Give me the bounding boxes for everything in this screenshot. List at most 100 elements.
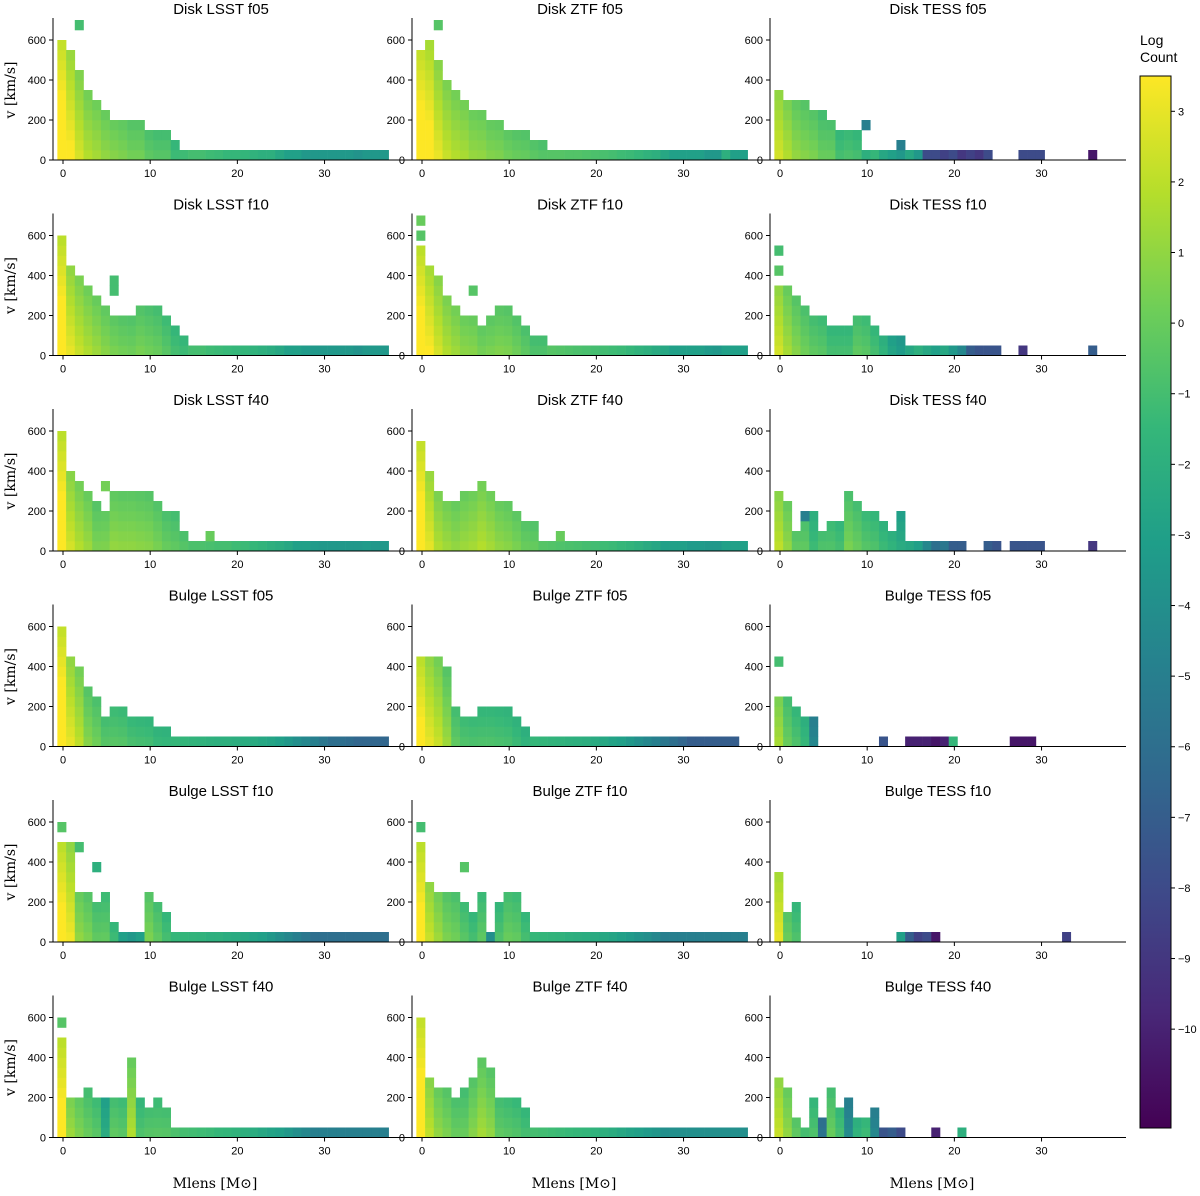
heatmap-cell [800,716,810,727]
heatmap-cell [57,285,67,296]
heatmap-cell [791,541,801,552]
heatmap-cell [433,501,443,512]
heatmap-cell [844,1127,854,1138]
y-tick-label: 600 [745,1013,763,1025]
heatmap-cell [503,912,513,923]
heatmap-cell [555,531,565,542]
heatmap-cell [92,862,102,873]
heatmap-cell [582,541,592,552]
heatmap-cell [817,120,827,131]
heatmap-cell [459,1097,469,1108]
heatmap-cell [783,140,793,151]
heatmap-cell [74,285,84,296]
heatmap-cell [433,305,443,316]
heatmap-cell [345,541,355,552]
heatmap-cell [861,325,871,336]
colorbar-title: Count [1140,49,1177,65]
heatmap-cell [809,325,819,336]
heatmap-cell [318,541,328,552]
heatmap-cell [74,305,84,316]
x-tick-label: 0 [60,1146,66,1158]
heatmap-cell [660,932,670,943]
heatmap-cell [791,150,801,161]
y-tick-label: 600 [387,817,405,829]
heatmap-cell [310,541,320,552]
heatmap-cell [651,1127,661,1138]
heatmap-cell [791,736,801,747]
heatmap-cell [887,541,897,552]
heatmap-cell [83,912,93,923]
heatmap-cell [878,736,888,747]
heatmap-cell [74,345,84,356]
heatmap-cell [66,842,76,853]
heatmap-cell [835,325,845,336]
heatmap-cell [153,726,163,737]
heatmap-cell [826,325,836,336]
heatmap-cell [257,541,267,552]
heatmap-cell [774,726,784,737]
heatmap-cell [852,345,862,356]
heatmap-cell [669,932,679,943]
heatmap-cell [494,315,504,326]
heatmap-cell [353,932,363,943]
heatmap-cell [66,140,76,151]
heatmap-cell [1035,150,1045,161]
heatmap-cell [83,706,93,717]
heatmap-cell [442,922,452,933]
heatmap-cell [425,345,435,356]
heatmap-cell [144,511,154,522]
panel-title: Bulge TESS f05 [885,588,991,605]
heatmap-cell [783,285,793,296]
heatmap-cell [153,305,163,316]
heatmap-cell [783,736,793,747]
heatmap-cell [468,285,478,296]
heatmap-cell [634,345,644,356]
heatmap-cell [100,315,110,326]
heatmap-cell [433,315,443,326]
heatmap-cell [494,922,504,933]
heatmap-cell [249,150,259,161]
colorbar-tick-label: 0 [1178,318,1184,330]
heatmap-cell [477,541,487,552]
heatmap-cell [520,1107,530,1118]
heatmap-cell [57,666,67,677]
heatmap-cell [100,932,110,943]
heatmap-cell [809,150,819,161]
heatmap-cell [442,736,452,747]
heatmap-cell [425,335,435,346]
heatmap-cell [153,922,163,933]
heatmap-cell [100,120,110,131]
heatmap-cell [957,150,967,161]
heatmap-cell [83,150,93,161]
heatmap-cell [83,892,93,903]
heatmap-cell [135,736,145,747]
heatmap-cell [625,345,635,356]
heatmap-cell [118,325,128,336]
heatmap-cell [922,345,932,356]
heatmap-cell [127,1097,137,1108]
x-tick-label: 20 [231,950,243,962]
heatmap-cell [503,531,513,542]
heatmap-cell [494,130,504,141]
heatmap-cell [486,706,496,717]
heatmap-cell [433,325,443,336]
heatmap-cell [520,922,530,933]
heatmap-cell [257,150,267,161]
heatmap-cell [83,110,93,121]
heatmap-cell [738,541,748,552]
heatmap-cell [477,726,487,737]
heatmap-cell [512,130,522,141]
heatmap-cell [223,345,233,356]
heatmap-cell [57,1107,67,1118]
heatmap-cell [416,531,426,542]
heatmap-cell [809,335,819,346]
heatmap-cell [109,706,119,717]
heatmap-cell [416,852,426,863]
heatmap-cell [625,1127,635,1138]
heatmap-cell [721,150,731,161]
heatmap-cell [905,541,915,552]
heatmap-cell [433,110,443,121]
heatmap-cell [468,1127,478,1138]
heatmap-cell [83,325,93,336]
